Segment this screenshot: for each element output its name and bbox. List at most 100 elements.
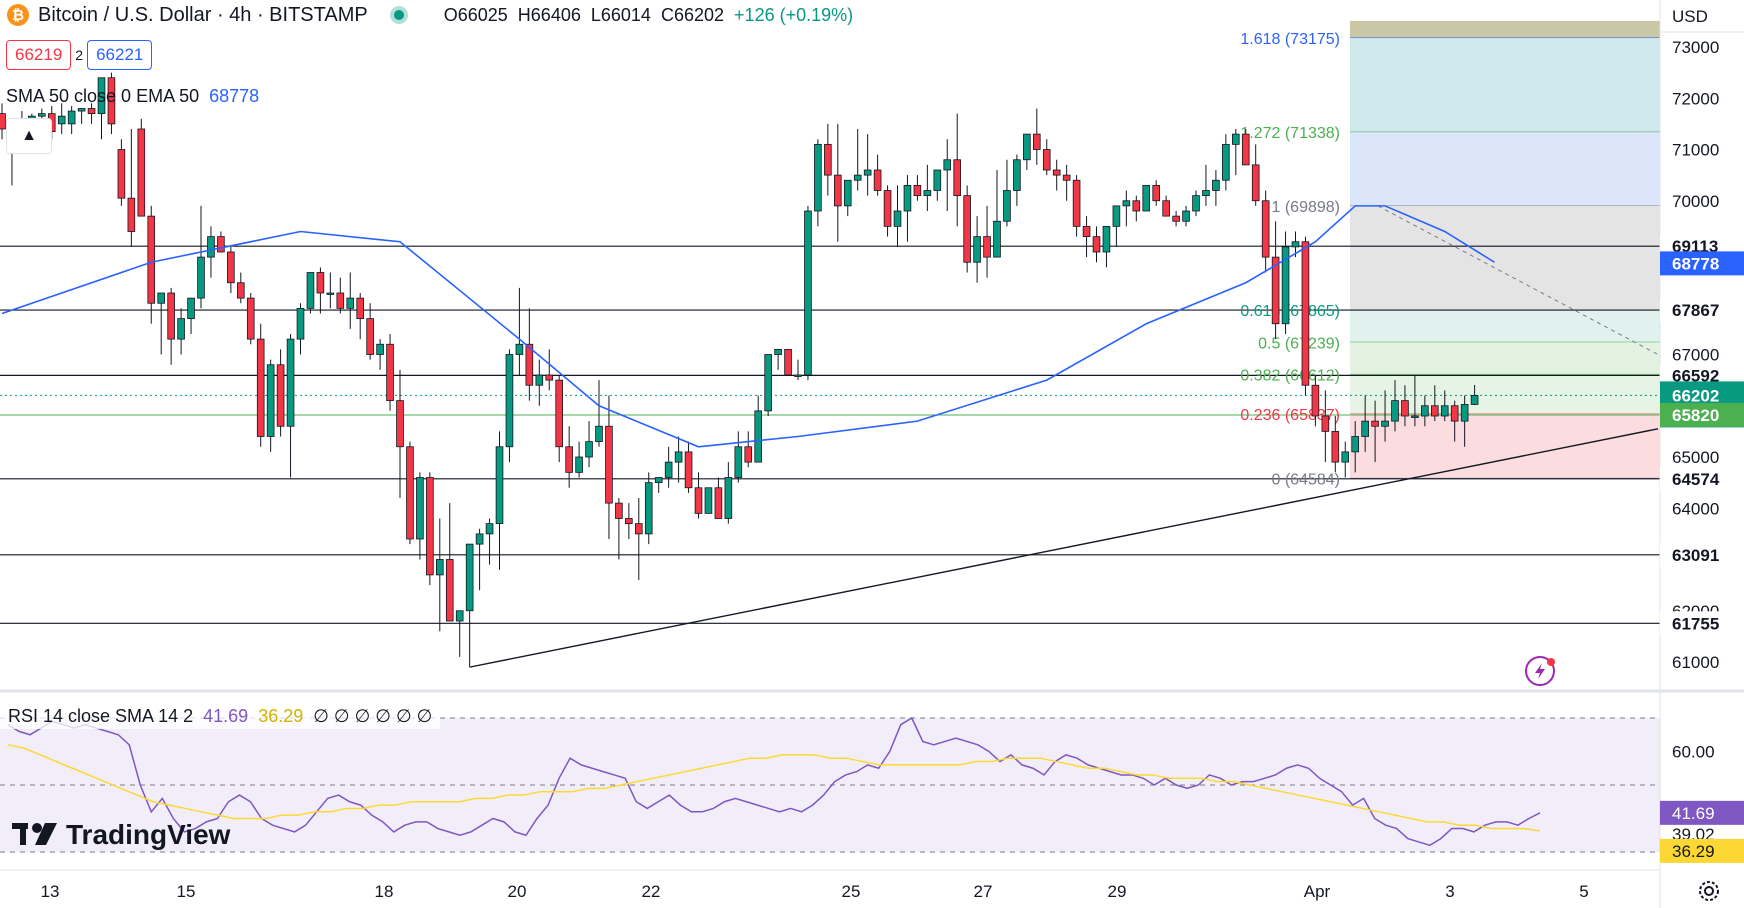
candle-body: [1202, 190, 1210, 197]
candle-body: [873, 169, 882, 191]
candle-body: [1301, 241, 1310, 386]
candle-body: [187, 297, 195, 320]
candle-body: [406, 446, 414, 540]
chevron-up-icon[interactable]: ▲: [6, 118, 52, 154]
candle-body: [1381, 420, 1389, 427]
candle-body: [764, 354, 772, 412]
candle-body: [1182, 210, 1190, 222]
candle-body: [724, 477, 733, 519]
price-tick: 65000: [1672, 448, 1719, 467]
candle-body: [585, 441, 593, 458]
price-label: 64574: [1672, 470, 1720, 489]
flash-icon: [1525, 656, 1555, 686]
svg-text:₿: ₿: [12, 7, 24, 24]
candle-body: [555, 379, 563, 448]
candle-body: [635, 523, 643, 535]
fib-label: 1.618 (73175): [1240, 31, 1340, 48]
sell-button[interactable]: 66219: [6, 40, 72, 70]
candle-body: [435, 559, 444, 576]
rsi-legend[interactable]: RSI 14 close SMA 14 2 41.69 36.29 ∅ ∅ ∅ …: [0, 704, 441, 729]
candle-body: [97, 77, 106, 115]
candle-body: [923, 190, 932, 197]
candle-body: [804, 210, 812, 376]
candle-body: [784, 348, 792, 376]
price-label: 61755: [1672, 614, 1719, 633]
low-value: L66014: [590, 4, 651, 25]
candle-body: [983, 236, 991, 258]
candle-body: [913, 184, 922, 197]
candle-body: [853, 174, 862, 181]
candle-body: [296, 307, 305, 340]
candle-body: [426, 477, 434, 576]
logo-text: TradingView: [66, 819, 231, 850]
candle-body: [1391, 400, 1399, 422]
candle-body: [1421, 405, 1429, 417]
candle-body: [1450, 405, 1459, 422]
candle-body: [1042, 149, 1051, 171]
candle-body: [943, 159, 952, 171]
fib-label: 0 (64584): [1272, 471, 1341, 488]
candle-body: [246, 297, 255, 340]
rsi-sma-line: [7, 744, 1541, 832]
candle-body: [276, 364, 285, 427]
fib-label: 0.5 (67239): [1258, 335, 1340, 352]
rsi-legend-value: 41.69: [203, 706, 249, 726]
ema50-line: [1, 205, 1495, 448]
price-label: 63091: [1672, 546, 1719, 565]
candle-body: [465, 543, 474, 612]
spread-value: 2: [75, 47, 84, 63]
tradingview-logo: TradingView: [12, 819, 231, 850]
projection-line: [1377, 205, 1659, 355]
candle-body: [396, 400, 404, 448]
ma-legend[interactable]: SMA 50 close 0 EMA 50 68778: [6, 86, 259, 107]
fib-label: 1 (69898): [1272, 199, 1341, 216]
candle-body: [1401, 400, 1409, 417]
time-tick: 20: [508, 882, 527, 901]
candle-body: [1321, 415, 1330, 432]
rsi-legend-placeholders: ∅ ∅ ∅ ∅ ∅ ∅: [313, 706, 433, 726]
candle-body: [1023, 133, 1031, 161]
high-value: H66406: [517, 4, 581, 25]
candle-body: [1470, 394, 1479, 405]
time-tick: 29: [1108, 882, 1127, 901]
rsi-value-label: 36.29: [1672, 842, 1715, 861]
candle-body: [535, 374, 544, 386]
candle-body: [694, 487, 703, 514]
candle-body: [893, 210, 902, 227]
candle-body: [87, 108, 96, 115]
gear-icon: [1699, 881, 1719, 901]
candle-body: [236, 282, 245, 299]
candle-body: [67, 110, 76, 125]
candle-body: [824, 143, 832, 176]
candle-body: [973, 236, 981, 263]
candle-body: [207, 236, 215, 258]
candle-body: [1152, 184, 1161, 202]
candle-body: [794, 374, 802, 377]
fib-zone: [1350, 342, 1660, 375]
candle-body: [575, 456, 583, 473]
buy-button[interactable]: 66221: [87, 40, 153, 70]
candle-body: [1291, 241, 1300, 248]
candle-body: [455, 610, 464, 622]
candle-body: [1112, 205, 1121, 227]
symbol-title[interactable]: Bitcoin / U.S. Dollar · 4h · BITSTAMP: [38, 3, 368, 26]
candle-body: [1232, 133, 1240, 145]
candle-body: [1072, 179, 1081, 227]
candle-body: [525, 343, 534, 386]
candle-body: [863, 169, 872, 176]
price-tick: 71000: [1672, 141, 1719, 160]
flash-icon-dot: [1547, 658, 1555, 666]
chart-header: ₿ Bitcoin / U.S. Dollar · 4h · BITSTAMP …: [0, 0, 853, 30]
candle-body: [127, 197, 136, 232]
candle-body: [734, 446, 743, 478]
candle-body: [953, 159, 961, 197]
candle-body: [704, 487, 713, 514]
rsi-sma-legend-value: 36.29: [258, 706, 304, 726]
candle-body: [883, 190, 892, 227]
candle-body: [1222, 143, 1230, 181]
candle-body: [903, 184, 912, 212]
candle-body: [595, 425, 603, 443]
flash-icon-bolt: [1535, 663, 1545, 679]
